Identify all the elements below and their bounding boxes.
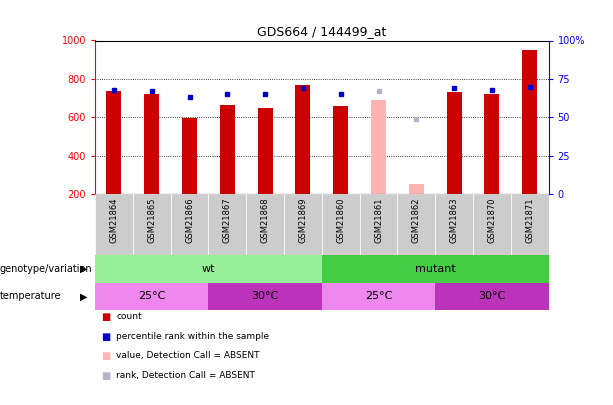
Bar: [397, 194, 435, 255]
Bar: [322, 194, 360, 255]
Text: 25°C: 25°C: [138, 292, 166, 301]
Bar: [435, 194, 473, 255]
Text: rank, Detection Call = ABSENT: rank, Detection Call = ABSENT: [116, 371, 256, 379]
Text: 30°C: 30°C: [251, 292, 279, 301]
Text: GSM21866: GSM21866: [185, 198, 194, 243]
Text: GSM21863: GSM21863: [449, 198, 459, 243]
Bar: [435, 283, 549, 310]
Bar: [208, 283, 322, 310]
Bar: [295, 85, 311, 194]
Title: GDS664 / 144499_at: GDS664 / 144499_at: [257, 25, 387, 38]
Bar: [107, 91, 121, 194]
Text: mutant: mutant: [415, 264, 455, 274]
Text: wt: wt: [202, 264, 215, 274]
Text: count: count: [116, 312, 142, 321]
Text: GSM21861: GSM21861: [374, 198, 383, 243]
Text: GSM21870: GSM21870: [487, 198, 497, 243]
Bar: [409, 184, 424, 194]
Text: GSM21860: GSM21860: [336, 198, 345, 243]
Bar: [246, 194, 284, 255]
Bar: [182, 118, 197, 194]
Bar: [257, 108, 273, 194]
Text: temperature: temperature: [0, 292, 61, 301]
Bar: [333, 106, 348, 194]
Text: 25°C: 25°C: [365, 292, 392, 301]
Text: percentile rank within the sample: percentile rank within the sample: [116, 332, 270, 341]
Bar: [219, 105, 235, 194]
Text: genotype/variation: genotype/variation: [0, 264, 93, 274]
Text: GSM21871: GSM21871: [525, 198, 535, 243]
Bar: [484, 94, 500, 194]
Bar: [522, 50, 537, 194]
Bar: [473, 194, 511, 255]
Bar: [511, 194, 549, 255]
Text: 30°C: 30°C: [478, 292, 506, 301]
Text: GSM21868: GSM21868: [261, 198, 270, 243]
Bar: [284, 194, 322, 255]
Bar: [95, 194, 133, 255]
Text: ■: ■: [101, 332, 110, 342]
Text: ▶: ▶: [80, 292, 87, 301]
Text: GSM21864: GSM21864: [109, 198, 118, 243]
Text: GSM21869: GSM21869: [299, 198, 308, 243]
Text: GSM21867: GSM21867: [223, 198, 232, 243]
Bar: [360, 194, 397, 255]
Bar: [144, 94, 159, 194]
Text: ▶: ▶: [80, 264, 87, 274]
Bar: [95, 283, 208, 310]
Bar: [371, 100, 386, 194]
Text: ■: ■: [101, 312, 110, 322]
Bar: [446, 92, 462, 194]
Text: GSM21865: GSM21865: [147, 198, 156, 243]
Text: ■: ■: [101, 371, 110, 381]
Bar: [208, 194, 246, 255]
Bar: [95, 255, 322, 283]
Text: value, Detection Call = ABSENT: value, Detection Call = ABSENT: [116, 351, 260, 360]
Bar: [322, 255, 549, 283]
Bar: [133, 194, 170, 255]
Bar: [322, 283, 435, 310]
Bar: [170, 194, 208, 255]
Text: ■: ■: [101, 351, 110, 361]
Text: GSM21862: GSM21862: [412, 198, 421, 243]
